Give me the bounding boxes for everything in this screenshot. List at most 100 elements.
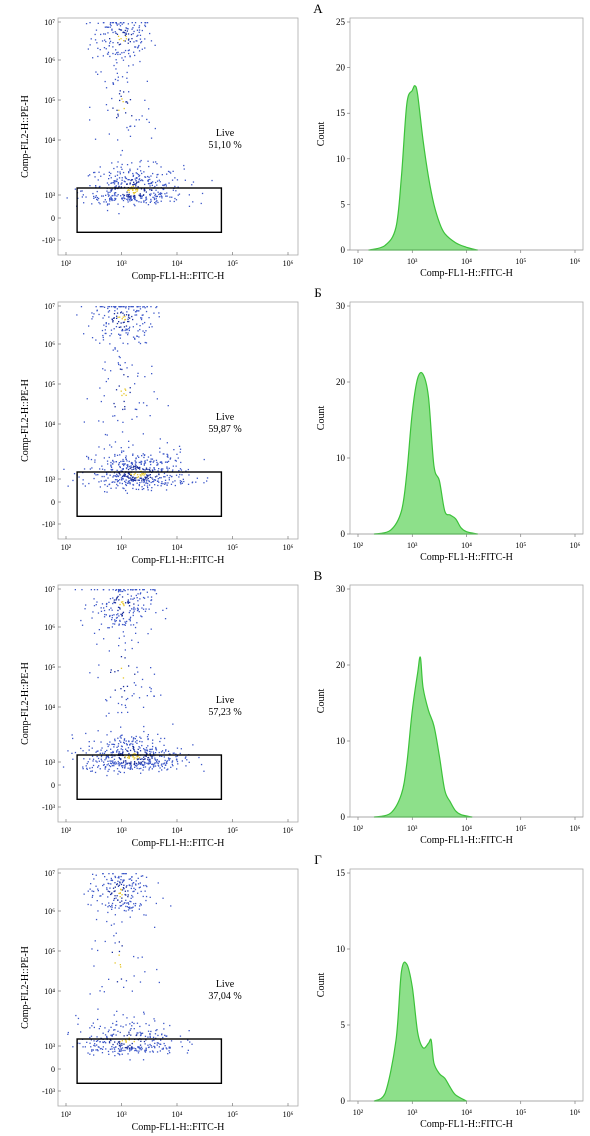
event-dot: [134, 477, 136, 479]
event-dot: [117, 670, 119, 672]
event-dot: [139, 34, 142, 36]
event-dot: [92, 316, 94, 318]
event-dot: [99, 990, 101, 992]
event-dot: [140, 615, 142, 617]
event-dot: [188, 474, 190, 476]
event-dot: [132, 483, 134, 486]
gate-percent: 59,87 %: [208, 424, 241, 435]
event-dot: [143, 306, 145, 308]
event-dot: [132, 306, 134, 308]
event-dot: [89, 1053, 91, 1055]
event-dot: [87, 903, 89, 906]
event-dot: [133, 181, 135, 183]
event-dot: [127, 33, 130, 35]
y-tick-label: 25: [336, 17, 346, 27]
event-dot: [108, 978, 110, 980]
event-dot: [123, 760, 125, 762]
event-dot: [144, 1043, 146, 1045]
event-dot: [118, 355, 120, 358]
event-dot: [91, 337, 94, 339]
event-dot: [128, 1047, 131, 1049]
event-dot: [140, 41, 143, 43]
event-dot: [98, 420, 100, 422]
event-dot: [132, 64, 134, 66]
event-dot: [121, 711, 123, 714]
event-dot: [129, 601, 131, 604]
event-dot: [128, 878, 130, 880]
event-dot: [142, 589, 144, 591]
event-dot: [106, 700, 108, 702]
event-dot: [110, 893, 112, 896]
event-dot: [167, 460, 170, 462]
event-dot: [106, 888, 108, 891]
event-dot: [110, 883, 112, 885]
event-dot: [130, 479, 132, 481]
event-dot: [134, 463, 137, 465]
event-dot: [127, 42, 129, 44]
event-dot: [118, 185, 120, 187]
event-dot: [139, 482, 141, 484]
event-dot: [152, 739, 154, 741]
event-dot: [168, 479, 170, 481]
x-axis-label: Comp-FL1-H::FITC-H: [132, 271, 225, 282]
event-dot: [124, 1049, 126, 1052]
event-dot: [173, 449, 175, 451]
event-dot: [77, 1023, 79, 1025]
event-dots: [66, 22, 213, 215]
event-dot: [113, 192, 116, 194]
event-dot: [163, 476, 165, 478]
event-dot: [128, 756, 131, 758]
live-gate[interactable]: [76, 187, 223, 233]
event-dot: [145, 752, 147, 754]
event-dot: [131, 894, 133, 897]
event-dot: [128, 665, 130, 667]
event-dot: [102, 1041, 104, 1043]
event-dot: [121, 477, 124, 479]
live-gate[interactable]: [76, 471, 223, 517]
event-dot: [152, 589, 154, 591]
event-dot: [165, 195, 167, 197]
event-dot: [116, 479, 118, 481]
event-dot: [140, 201, 142, 203]
event-dot: [120, 737, 122, 739]
event-dot: [111, 902, 114, 905]
event-dot: [150, 1045, 152, 1047]
event-dot: [90, 589, 92, 591]
event-dot: [103, 752, 106, 754]
event-dot: [114, 942, 116, 944]
event-dot: [131, 885, 133, 887]
event-dot: [165, 607, 168, 610]
event-dot: [112, 1022, 114, 1025]
event-dot: [139, 60, 141, 63]
event-dot: [185, 470, 187, 472]
event-dot: [158, 765, 160, 767]
event-dot: [120, 883, 123, 886]
event-dot: [130, 763, 132, 765]
event-dot: [130, 196, 132, 199]
event-dot: [95, 1040, 98, 1042]
event-dot: [142, 875, 144, 877]
event-dot: [186, 759, 188, 761]
event-dot: [124, 766, 126, 768]
event-dot: [101, 903, 103, 905]
event-dot: [146, 485, 149, 487]
event-dot: [138, 119, 140, 121]
event-dot: [168, 1047, 170, 1049]
event-dot: [127, 601, 129, 604]
event-dot: [124, 40, 126, 42]
event-dot: [127, 199, 129, 201]
live-gate[interactable]: [76, 754, 223, 800]
live-gate[interactable]: [76, 1038, 223, 1084]
event-dot: [126, 311, 128, 313]
event-dot: [104, 1027, 106, 1029]
event-dot: [133, 1028, 135, 1030]
event-dot: [124, 624, 126, 626]
event-dot: [93, 589, 96, 591]
event-dot: [161, 195, 163, 198]
event-dot: [96, 1044, 98, 1046]
gate-percent: 37,04 %: [208, 991, 241, 1002]
event-dot: [108, 194, 110, 196]
event-dot: [100, 755, 103, 758]
event-dot: [94, 473, 96, 475]
event-dot: [148, 762, 150, 764]
